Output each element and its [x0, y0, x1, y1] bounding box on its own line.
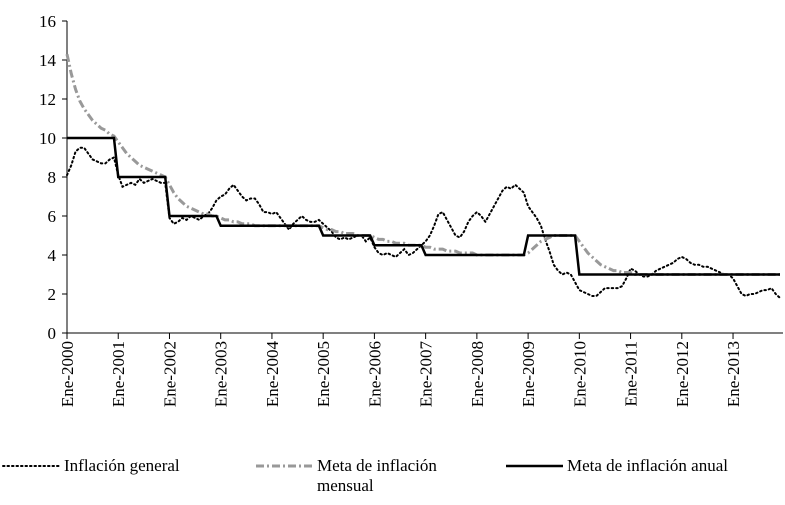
chart: 0 2 4 6 8 10 12 14 16 Ene-2000 Ene-2001 Ene-2002 Ene… [39, 12, 783, 408]
series-line [66, 146, 781, 299]
legend-label: Meta de inflación mensual [317, 456, 437, 495]
legend-item: Inflación general [2, 456, 254, 476]
x-tick-label: Ene-2001 [109, 341, 128, 407]
legend-label: Meta de inflación anual [567, 456, 728, 475]
series-line [65, 53, 780, 276]
y-tick-label: 10 [39, 129, 56, 148]
x-tick-label: Ene-2009 [519, 341, 538, 407]
y-tick-label: 2 [48, 285, 57, 304]
x-tick-label: Ene-2013 [724, 341, 743, 407]
x-tick-label: Ene-2012 [673, 341, 692, 407]
legend-swatch [256, 464, 313, 468]
y-tick-label: 16 [39, 12, 56, 31]
y-tick-label: 12 [39, 90, 56, 109]
x-tick-label: Ene-2006 [365, 341, 384, 407]
x-tick-label: Ene-2007 [417, 341, 436, 408]
y-tick-label: 14 [39, 51, 57, 70]
y-tick-label: 0 [48, 324, 57, 343]
legend-label: Inflación general [64, 456, 180, 475]
legend-swatch [2, 465, 61, 467]
x-tick-label: Ene-2005 [314, 341, 333, 407]
x-tick-label: Ene-2003 [212, 341, 231, 407]
x-tick-label: Ene-2004 [263, 341, 282, 408]
series-line [67, 136, 780, 276]
x-tick-label: Ene-2000 [58, 341, 77, 407]
x-tick-label: Ene-2011 [622, 341, 641, 406]
legend-item: Meta de inflación mensual [255, 456, 487, 496]
x-tick-label: Ene-2002 [160, 341, 179, 407]
x-tick-label: Ene-2010 [570, 341, 589, 407]
y-tick-label: 6 [48, 207, 57, 226]
legend-item: Meta de inflación anual [505, 456, 785, 476]
y-tick-label: 4 [48, 246, 57, 265]
x-tick-label: Ene-2008 [468, 341, 487, 407]
legend-swatch [506, 464, 563, 468]
y-tick-label: 8 [48, 168, 57, 187]
